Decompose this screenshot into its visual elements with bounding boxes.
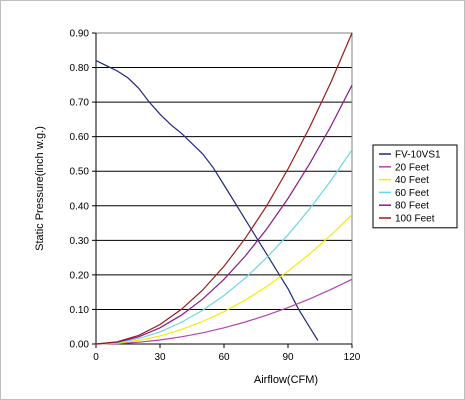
series-line-1	[95, 60, 319, 341]
series-line-5	[95, 84, 353, 345]
y-tick-label: 0.10	[70, 305, 90, 316]
y-tick-label: 0.80	[70, 63, 90, 74]
grid-lines	[96, 32, 352, 310]
series-line-6	[95, 32, 353, 345]
legend-label: 40 Feet	[395, 175, 429, 186]
series-line-3	[95, 214, 353, 345]
series-line-4	[95, 149, 353, 345]
legend-box	[372, 144, 458, 229]
y-tick-label: 0.40	[70, 201, 90, 212]
legend-label: 20 Feet	[395, 162, 429, 173]
axes: 0.00 0.10 0.20 0.30 0.40 0.50 0.60 0.70 0.80 0.90…	[70, 29, 361, 364]
legend-label: 80 Feet	[395, 201, 429, 212]
y-tick-label: 0.00	[70, 340, 90, 351]
series-lines	[95, 32, 353, 345]
x-tick-label: 60	[218, 352, 230, 363]
legend-label: 60 Feet	[395, 188, 429, 199]
y-tick-label: 0.50	[70, 167, 90, 178]
y-tick-label: 0.30	[70, 236, 90, 247]
y-tick-label: 0.90	[70, 29, 90, 40]
y-axis-title: Static Pressure(inch w.g.)	[34, 126, 46, 251]
legend-label: 100 Feet	[395, 214, 435, 225]
x-axis-title: Airflow(CFM)	[254, 374, 318, 386]
y-tick-label: 0.20	[70, 270, 90, 281]
y-tick-label: 0.60	[70, 132, 90, 143]
legend-label: FV-10VS1	[395, 150, 441, 161]
y-tick-label: 0.70	[70, 98, 90, 109]
x-tick-label: 120	[344, 352, 361, 363]
x-tick-label: 90	[282, 352, 294, 363]
x-tick-label: 0	[93, 352, 99, 363]
x-tick-label: 30	[154, 352, 166, 363]
series-line-2	[95, 278, 353, 345]
